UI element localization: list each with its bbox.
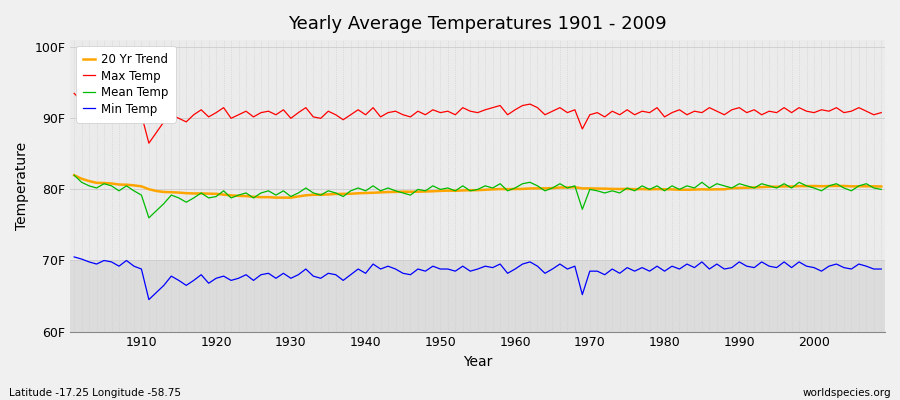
Max Temp — [68, 91, 79, 96]
20 Yr Trend — [68, 173, 79, 178]
20 Yr Trend — [285, 195, 296, 200]
Min Temp — [346, 272, 356, 277]
Mean Temp — [876, 187, 886, 192]
Mean Temp — [607, 188, 617, 193]
Min Temp — [129, 264, 140, 268]
20 Yr Trend — [607, 186, 617, 191]
Mean Temp — [129, 188, 140, 193]
Max Temp — [301, 105, 311, 110]
Max Temp — [143, 141, 154, 146]
Line: 20 Yr Trend: 20 Yr Trend — [74, 175, 881, 198]
Mean Temp — [518, 181, 528, 186]
Mean Temp — [301, 186, 311, 190]
Line: Min Temp: Min Temp — [74, 257, 881, 300]
Title: Yearly Average Temperatures 1901 - 2009: Yearly Average Temperatures 1901 - 2009 — [288, 15, 667, 33]
Line: Mean Temp: Mean Temp — [74, 175, 881, 218]
Max Temp — [876, 110, 886, 115]
Line: Max Temp: Max Temp — [74, 94, 881, 143]
Max Temp — [509, 107, 520, 112]
20 Yr Trend — [129, 183, 140, 188]
Min Temp — [607, 267, 617, 272]
20 Yr Trend — [876, 184, 886, 189]
Mean Temp — [346, 188, 356, 193]
Min Temp — [68, 254, 79, 259]
20 Yr Trend — [518, 186, 528, 191]
Text: Latitude -17.25 Longitude -58.75: Latitude -17.25 Longitude -58.75 — [9, 388, 181, 398]
Max Temp — [346, 112, 356, 117]
Bar — [70, 260, 885, 332]
20 Yr Trend — [346, 191, 356, 196]
20 Yr Trend — [301, 193, 311, 198]
Mean Temp — [509, 186, 520, 190]
Mean Temp — [68, 173, 79, 178]
Min Temp — [143, 297, 154, 302]
Min Temp — [876, 267, 886, 272]
20 Yr Trend — [509, 187, 520, 192]
X-axis label: Year: Year — [463, 355, 492, 369]
Min Temp — [301, 267, 311, 272]
Max Temp — [518, 103, 528, 108]
Max Temp — [129, 109, 140, 114]
Max Temp — [607, 109, 617, 114]
Mean Temp — [143, 216, 154, 220]
Text: worldspecies.org: worldspecies.org — [803, 388, 891, 398]
Min Temp — [518, 262, 528, 266]
Min Temp — [509, 267, 520, 272]
Y-axis label: Temperature: Temperature — [15, 142, 29, 230]
Legend: 20 Yr Trend, Max Temp, Mean Temp, Min Temp: 20 Yr Trend, Max Temp, Mean Temp, Min Te… — [76, 46, 176, 123]
